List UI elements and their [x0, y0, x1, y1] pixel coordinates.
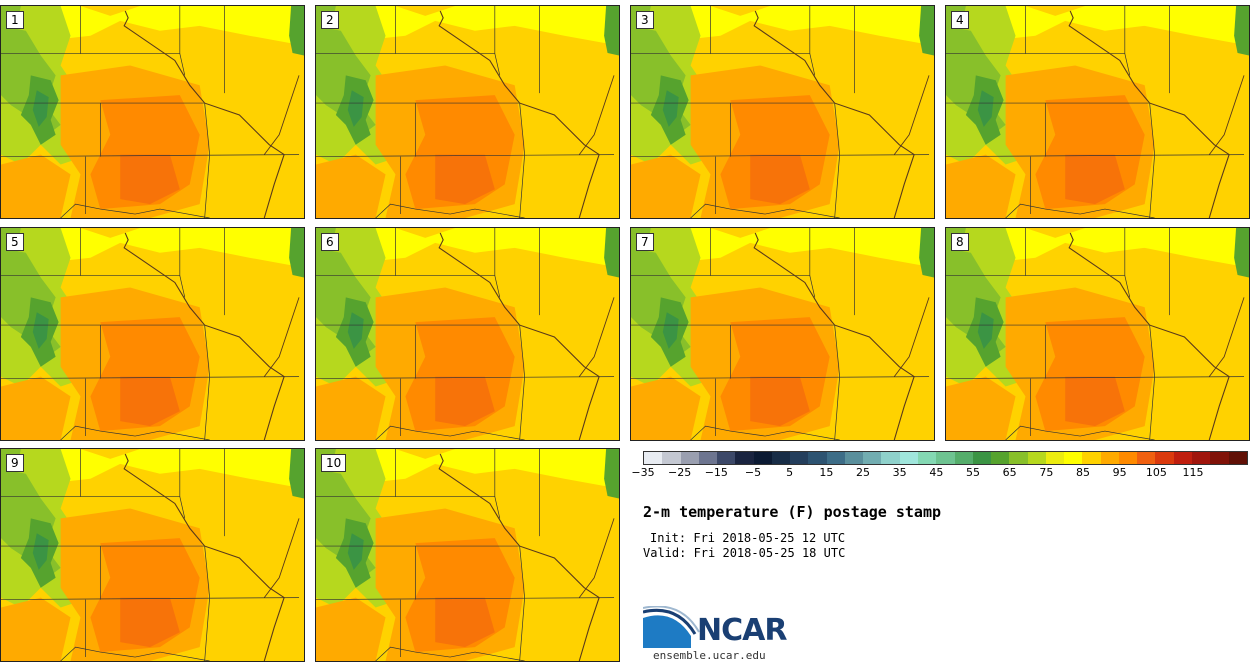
colorbar-swatch [717, 452, 736, 464]
member-number-label: 10 [321, 454, 347, 472]
init-time: Init: Fri 2018-05-25 12 UTC [650, 531, 846, 545]
colorbar-tick-label: 45 [929, 466, 944, 479]
colorbar-swatch [826, 452, 845, 464]
colorbar-swatch [644, 452, 663, 464]
temperature-map [1, 449, 304, 661]
colorbar-swatch [1173, 452, 1192, 464]
ensemble-member-panel: 1 [0, 5, 305, 219]
colorbar-tick-label: −15 [704, 466, 728, 479]
member-number-label: 7 [636, 233, 654, 251]
colorbar-tick-label: 5 [786, 466, 794, 479]
temperature-map [631, 228, 934, 440]
colorbar-tick-label: −25 [668, 466, 692, 479]
colorbar-swatch [790, 452, 809, 464]
colorbar-tick-label: 25 [856, 466, 870, 479]
colorbar-tick-label: 105 [1145, 466, 1167, 479]
colorbar-tick-label: −35 [631, 466, 655, 479]
colorbar-swatch [1228, 452, 1247, 464]
member-number-label: 1 [6, 11, 24, 29]
colorbar-swatch [753, 452, 772, 464]
ensemble-member-panel: 9 [0, 448, 305, 662]
colorbar-swatch [1210, 452, 1229, 464]
temperature-colorbar [643, 451, 1248, 465]
ensemble-member-panel: 5 [0, 227, 305, 441]
ensemble-member-panel: 7 [630, 227, 935, 441]
colorbar-swatch [899, 452, 918, 464]
colorbar-swatch [991, 452, 1010, 464]
colorbar-swatch [844, 452, 864, 464]
colorbar-swatch [680, 452, 699, 464]
member-number-label: 5 [6, 233, 24, 251]
ensemble-member-panel: 2 [315, 5, 620, 219]
colorbar-swatch [662, 452, 681, 464]
colorbar-swatch [1191, 452, 1211, 464]
temperature-map [631, 6, 934, 218]
member-number-label: 6 [321, 233, 339, 251]
temperature-map [1, 6, 304, 218]
colorbar-swatch [1100, 452, 1119, 464]
colorbar-tick-label: 85 [1076, 466, 1090, 479]
colorbar-tick-label: 115 [1182, 466, 1204, 479]
colorbar-swatch [972, 452, 992, 464]
colorbar-tick-labels: −35 −25 −15 −5 5 15 25 35 45 55 65 75 85 95 105 115 [631, 466, 1248, 484]
colorbar-swatch [863, 452, 882, 464]
ensemble-member-panel: 3 [630, 5, 935, 219]
ensemble-member-panel: 6 [315, 227, 620, 441]
colorbar-swatch [1155, 452, 1174, 464]
ensemble-member-panel: 8 [945, 227, 1250, 441]
colorbar-swatch [1027, 452, 1046, 464]
colorbar-swatch [917, 452, 937, 464]
temperature-map [946, 6, 1249, 218]
colorbar-tick-label: 15 [819, 466, 834, 479]
ensemble-member-panel: 10 [315, 448, 620, 662]
member-number-label: 8 [951, 233, 969, 251]
temperature-map [316, 6, 619, 218]
colorbar-swatch [954, 452, 973, 464]
ncar-url: ensemble.ucar.edu [653, 649, 766, 662]
member-number-label: 4 [951, 11, 969, 29]
member-number-label: 3 [636, 11, 654, 29]
colorbar-tick-label: 55 [966, 466, 980, 479]
colorbar-swatch [1045, 452, 1065, 464]
colorbar-swatch [936, 452, 955, 464]
colorbar-tick-label: −5 [744, 466, 762, 479]
chart-title: 2-m temperature (F) postage stamp [643, 503, 942, 521]
colorbar-swatch [735, 452, 754, 464]
colorbar-swatch [808, 452, 827, 464]
colorbar-tick-label: 75 [1039, 466, 1054, 479]
colorbar-swatch [1137, 452, 1156, 464]
colorbar-tick-label: 95 [1112, 466, 1127, 479]
member-number-label: 9 [6, 454, 24, 472]
temperature-map [946, 228, 1249, 440]
ensemble-member-panel: 4 [945, 5, 1250, 219]
ncar-logo-text: NCAR [697, 613, 787, 648]
member-number-label: 2 [321, 11, 339, 29]
colorbar-swatch [1082, 452, 1101, 464]
colorbar-tick-label: 65 [1002, 466, 1017, 479]
colorbar-tick-label: 35 [892, 466, 907, 479]
colorbar-swatch [1118, 452, 1138, 464]
colorbar-swatch [881, 452, 900, 464]
colorbar-swatch [1064, 452, 1083, 464]
temperature-map [316, 228, 619, 440]
colorbar-swatch [698, 452, 718, 464]
valid-time: Valid: Fri 2018-05-25 18 UTC [643, 546, 846, 560]
temperature-map [1, 228, 304, 440]
colorbar-swatch [771, 452, 791, 464]
colorbar-swatch [1009, 452, 1028, 464]
ncar-logo-icon [643, 606, 700, 648]
temperature-map [316, 449, 619, 661]
